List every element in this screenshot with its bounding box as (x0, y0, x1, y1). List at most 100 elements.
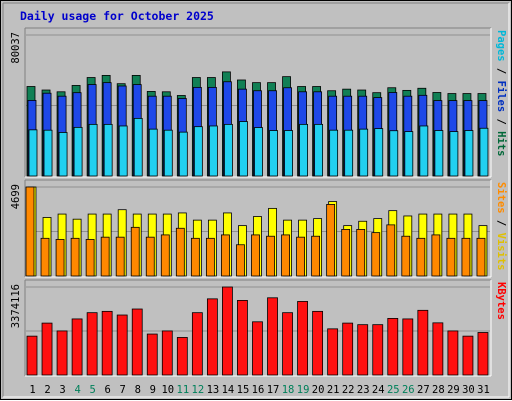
bar-sites-day-18 (281, 234, 290, 277)
bar-kbytes-day-16 (252, 321, 263, 376)
x-tick-label-2: 2 (44, 384, 50, 396)
bar-sites-day-30 (461, 237, 471, 277)
x-tick-label-16: 16 (252, 384, 265, 396)
x-tick-label-13: 13 (207, 384, 220, 396)
bar-pages-day-14 (224, 123, 233, 177)
bar-sites-day-9 (145, 236, 155, 277)
x-tick-label-30: 30 (462, 384, 475, 396)
bar-sites-day-14 (221, 234, 230, 277)
x-tick-label-15: 15 (237, 384, 250, 396)
x-tick-label-19: 19 (297, 384, 310, 396)
x-axis-labels: 1 2 3 4 5 6 7 8 9 10 11 12 13 14 15 16 17 18 19 20 21 22 23 24 2… (29, 384, 489, 396)
bar-sites-day-27 (416, 237, 426, 277)
bar-kbytes-day-19 (297, 301, 308, 376)
bar-pages-day-7 (118, 125, 128, 177)
bar-sites-day-5 (85, 239, 95, 277)
bar-sites-day-13 (205, 237, 215, 277)
y-max-label: 3374116 (10, 284, 22, 328)
legend-item-visits: Visits (495, 233, 507, 271)
bar-sites-day-23 (356, 229, 366, 277)
x-tick-label-23: 23 (357, 384, 370, 396)
bar-kbytes-day-30 (462, 335, 474, 376)
bar-kbytes-day-11 (176, 337, 188, 376)
bar-pages-day-24 (374, 128, 384, 177)
bar-sites-day-29 (446, 237, 456, 277)
bar-kbytes-day-7 (116, 314, 128, 376)
x-tick-label-7: 7 (120, 384, 126, 396)
bar-sites-day-2 (40, 237, 50, 277)
bar-pages-day-3 (58, 132, 68, 177)
x-tick-label-4: 4 (74, 384, 80, 396)
x-tick-label-8: 8 (135, 384, 141, 396)
x-tick-label-14: 14 (222, 384, 235, 396)
bar-sites-day-20 (311, 235, 321, 277)
y-max-label: 80037 (10, 32, 22, 64)
bar-kbytes-day-6 (101, 310, 113, 376)
bar-pages-day-1 (28, 129, 38, 177)
panel-pages-files-hits: 80037 Pages / Files / Hits (10, 27, 507, 178)
x-tick-label-11: 11 (177, 384, 190, 396)
bar-sites-day-10 (160, 234, 170, 277)
legend-pages-files-hits: Pages / Files / Hits (495, 30, 507, 156)
bar-pages-day-31 (479, 127, 489, 177)
bar-kbytes-day-23 (357, 324, 369, 376)
bar-kbytes-day-25 (387, 318, 399, 376)
bar-sites-day-28 (431, 234, 441, 277)
legend-separator: / (495, 214, 507, 233)
x-tick-label-5: 5 (89, 384, 95, 396)
chart-panels: 80037 Pages / Files / Hits 4699 Sites / Vis… (10, 27, 507, 377)
bar-sites-day-3 (55, 239, 65, 277)
x-tick-label-17: 17 (267, 384, 280, 396)
bar-kbytes-day-3 (56, 330, 68, 376)
legend-item-pages: Pages (495, 30, 507, 62)
bar-kbytes-day-10 (161, 330, 173, 376)
legend-item-kbytes: KBytes (495, 282, 507, 320)
bar-sites-day-15 (236, 244, 245, 277)
series-sites (25, 186, 486, 277)
bar-kbytes-day-1 (26, 335, 38, 376)
bar-pages-day-22 (344, 129, 354, 177)
bar-pages-day-28 (434, 130, 444, 177)
bar-kbytes-day-17 (267, 297, 278, 376)
bar-kbytes-day-4 (71, 318, 83, 376)
bar-kbytes-day-12 (191, 312, 203, 376)
bar-kbytes-day-14 (222, 286, 233, 376)
x-tick-label-21: 21 (327, 384, 340, 396)
bar-pages-day-9 (148, 128, 158, 177)
x-tick-label-22: 22 (342, 384, 355, 396)
chart-title: Daily usage for October 2025 (20, 9, 214, 23)
bar-kbytes-day-31 (477, 332, 489, 376)
bar-kbytes-day-29 (447, 330, 459, 376)
bar-kbytes-day-22 (342, 322, 354, 376)
bar-sites-day-8 (130, 226, 140, 277)
bar-kbytes-day-24 (372, 324, 384, 376)
legend-kbytes: KBytes (495, 282, 507, 320)
bar-kbytes-day-18 (282, 312, 293, 376)
panel-kbytes: 3374116 KBytes (10, 279, 507, 377)
series-pages (28, 117, 489, 177)
bar-pages-day-27 (419, 125, 429, 177)
bar-sites-day-6 (100, 236, 110, 277)
bar-kbytes-day-9 (146, 333, 158, 376)
bar-kbytes-day-2 (41, 322, 53, 376)
bar-kbytes-day-21 (327, 328, 339, 376)
x-tick-label-3: 3 (59, 384, 65, 396)
legend-sites-visits: Sites / Visits (495, 182, 507, 271)
bar-pages-day-2 (43, 129, 53, 177)
legend-separator: / (495, 62, 507, 81)
x-tick-label-6: 6 (105, 384, 111, 396)
bar-pages-day-13 (208, 125, 218, 177)
bar-pages-day-21 (329, 129, 339, 177)
bar-pages-day-12 (193, 126, 203, 177)
bar-pages-day-8 (133, 117, 143, 177)
legend-item-sites: Sites (495, 182, 507, 214)
bar-kbytes-day-27 (417, 309, 429, 376)
bar-sites-day-4 (70, 237, 80, 277)
x-tick-label-24: 24 (372, 384, 385, 396)
bar-pages-day-16 (254, 127, 263, 177)
bar-pages-day-30 (464, 130, 474, 177)
bar-sites-day-22 (341, 229, 351, 277)
bar-sites-day-11 (175, 227, 185, 277)
